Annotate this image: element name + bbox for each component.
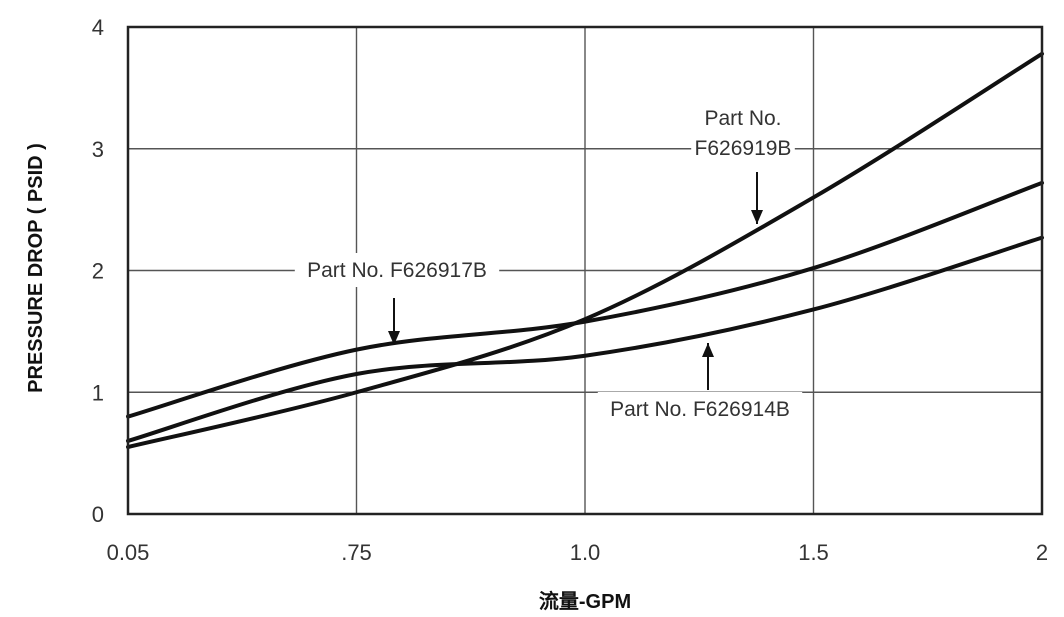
annotation-label: Part No. F626917B <box>307 259 487 282</box>
annotation-label: Part No. F626914B <box>610 398 790 421</box>
y-tick-label: 2 <box>92 259 104 284</box>
annotation-background <box>691 101 795 165</box>
y-axis-title: PRESSURE DROP ( PSID ) <box>25 143 47 393</box>
x-tick-label: 1.5 <box>798 540 829 565</box>
series-lines <box>126 51 1044 450</box>
annotation-arrow-head <box>751 210 763 224</box>
gridlines <box>128 27 1042 514</box>
annotation-arrow-head <box>702 343 714 357</box>
y-tick-label: 3 <box>92 137 104 162</box>
x-tick-label: 2 <box>1036 540 1048 565</box>
annotation-background <box>294 253 500 287</box>
x-axis-title: 流量-GPM <box>539 589 631 613</box>
y-tick-label: 4 <box>92 15 104 40</box>
annotation-label: F626919B <box>695 137 792 160</box>
y-tick-label: 0 <box>92 502 104 527</box>
annotation-arrow-head <box>388 331 400 345</box>
x-tick-label: 0.05 <box>107 540 150 565</box>
y-tick-label: 1 <box>92 380 104 405</box>
series-line-part-no-f626914b <box>126 235 1044 443</box>
series-line-part-no-f626919b <box>126 51 1044 450</box>
annotation-label: Part No. <box>704 107 781 130</box>
x-tick-label: .75 <box>341 540 372 565</box>
plot-frame <box>126 25 1044 516</box>
x-tick-labels: 0.05 .75 1.0 1.5 2 <box>107 540 1049 565</box>
annotations: Part No. F626919B Part No. F626917B Part No… <box>294 101 803 426</box>
y-tick-labels: 0 1 2 3 4 <box>92 15 104 527</box>
series-line-part-no-f626917b <box>126 180 1044 419</box>
x-tick-label: 1.0 <box>570 540 601 565</box>
annotation-background <box>597 392 803 426</box>
